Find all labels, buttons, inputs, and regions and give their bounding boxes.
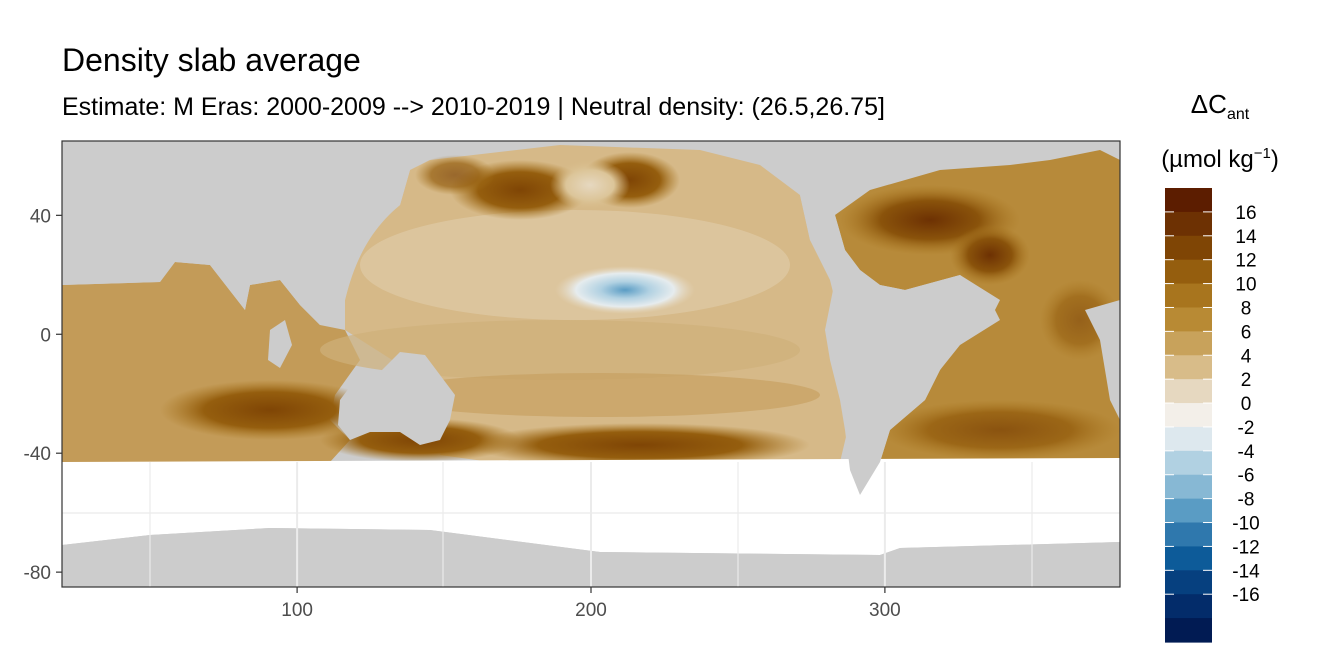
legend-color-swatch — [1165, 403, 1212, 428]
x-tick-label: 100 — [281, 600, 313, 621]
legend-color-swatch — [1165, 188, 1212, 213]
ocean-field — [62, 145, 1120, 467]
legend-color-swatch — [1165, 259, 1212, 285]
y-tick-label: 40 — [30, 206, 51, 227]
legend-color-swatch — [1165, 307, 1212, 332]
legend-title-symbol: ΔC — [1190, 89, 1227, 119]
major-gridlines — [296, 462, 886, 587]
madagascar — [268, 320, 292, 368]
legend-color-swatch — [1165, 474, 1212, 500]
legend-color-swatch — [1165, 570, 1212, 595]
americas — [800, 195, 1000, 495]
legend-title-unit-prefix: (µmol kg — [1161, 146, 1254, 174]
legend-break-label: -8 — [1238, 490, 1255, 511]
y-tick-label: -40 — [24, 444, 51, 465]
legend-break-label: 8 — [1241, 298, 1252, 319]
legend-color-swatch — [1165, 379, 1212, 404]
y-axis: 40 0 -40 -80 — [24, 206, 62, 584]
legend-break-label: -10 — [1232, 514, 1259, 535]
legend-break-label: -2 — [1238, 418, 1255, 439]
legend-break-label: -16 — [1232, 585, 1259, 606]
legend-color-swatch — [1165, 594, 1212, 619]
legend-break-label: 6 — [1241, 322, 1252, 343]
legend-break-label: 2 — [1241, 370, 1252, 391]
legend-title-unit-line: (µmol kg−1) — [1160, 135, 1280, 179]
legend-break-label: 12 — [1235, 251, 1256, 272]
legend-color-swatch — [1165, 450, 1212, 476]
legend-title-unit-suffix: ) — [1270, 146, 1279, 174]
legend-break-label: 0 — [1241, 394, 1252, 415]
legend-color-swatch — [1165, 426, 1212, 452]
legend-color-swatch — [1165, 211, 1212, 237]
legend-title-unit-exponent: −1 — [1253, 145, 1271, 163]
australia — [338, 352, 455, 445]
legend-title-subscript: ant — [1226, 106, 1250, 124]
y-tick-label: -80 — [24, 563, 51, 584]
africa-edge — [1085, 300, 1120, 420]
legend-color-swatch — [1165, 283, 1212, 309]
legend-break-label: -12 — [1232, 537, 1259, 558]
legend-title: ΔCant (µmol kg−1) — [1160, 84, 1280, 179]
legend-color-swatch — [1165, 331, 1212, 356]
legend-break-label: -6 — [1238, 466, 1255, 487]
eurasia — [62, 141, 410, 325]
legend-color-swatch — [1165, 546, 1212, 571]
legend-color-swatch — [1165, 498, 1212, 524]
map-panel — [62, 141, 1120, 587]
chart-title: Density slab average — [62, 42, 361, 78]
legend-color-swatch — [1165, 235, 1212, 261]
y-tick-label: 0 — [40, 325, 51, 346]
legend-colorbar: 16 14 12 108 6 4 2 0 -2 -4 -6 -8 -10-12 -14 -16 — [1165, 188, 1260, 643]
legend-color-swatch — [1165, 355, 1212, 380]
x-tick-label: 200 — [575, 600, 607, 621]
x-tick-label: 300 — [869, 600, 901, 621]
legend-break-label: 4 — [1241, 346, 1252, 367]
legend-break-label: -4 — [1238, 442, 1255, 463]
chart-subtitle: Estimate: M Eras: 2000-2009 --> 2010-201… — [62, 93, 885, 121]
legend-color-swatch — [1165, 618, 1212, 643]
legend-break-label: 14 — [1235, 227, 1257, 248]
legend-color-swatch — [1165, 522, 1212, 548]
x-axis: 100 200 300 — [281, 587, 901, 621]
legend-break-label: 16 — [1235, 203, 1256, 224]
legend-break-label: -14 — [1232, 561, 1260, 582]
legend-break-label: 10 — [1235, 275, 1256, 296]
legend-title-symbol-line: ΔCant — [1160, 84, 1280, 135]
